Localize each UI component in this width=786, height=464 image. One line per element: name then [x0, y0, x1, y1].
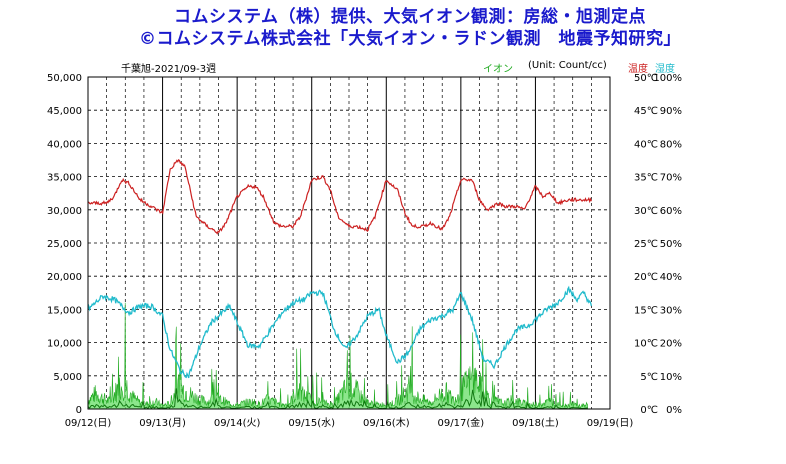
- unit-label: (Unit: Count/cc): [528, 60, 607, 71]
- y-right-humid-tick-label: 20%: [660, 339, 682, 350]
- y-right-temp-tick-label: 30℃: [634, 206, 658, 217]
- x-tick-label: 09/15(水): [288, 417, 335, 429]
- chart-title-line1: コムシステム（株）提供、大気イオン観測：房総・旭測定点: [174, 7, 646, 27]
- y-right-temp-tick-label: 15℃: [634, 305, 658, 316]
- y-right-humid-tick-label: 90%: [660, 106, 682, 117]
- temp-series-label: 温度: [628, 64, 648, 75]
- y-right-humid-tick-label: 50%: [660, 239, 682, 250]
- x-tick-label: 09/19(日): [587, 418, 634, 429]
- y-left-tick-label: 20,000: [47, 272, 82, 283]
- y-right-humid-tick-label: 40%: [660, 272, 682, 283]
- x-tick-label: 09/16(木): [363, 417, 410, 429]
- y-right-temp-tick-label: 10℃: [634, 339, 658, 350]
- ion-series-baseline: [87, 388, 588, 410]
- y-left-tick-label: 30,000: [47, 206, 82, 217]
- x-tick-label: 09/17(金): [438, 416, 485, 429]
- y-left-tick-label: 45,000: [47, 106, 82, 117]
- y-right-humid-tick-label: 100%: [653, 73, 682, 84]
- y-left-tick-label: 35,000: [47, 173, 82, 184]
- temperature-series-line: [87, 159, 592, 235]
- x-tick-label: 09/12(日): [65, 418, 112, 429]
- y-left-tick-label: 0: [76, 405, 82, 416]
- humid-series-label: 湿度: [655, 64, 675, 75]
- y-right-temp-tick-label: 35℃: [634, 173, 658, 184]
- chart-title-line2: ©コムシステム株式会社「大気イオン・ラドン観測 地震予知研究」: [139, 29, 681, 49]
- y-right-humid-tick-label: 80%: [660, 139, 682, 150]
- y-left-tick-label: 15,000: [47, 305, 82, 316]
- y-left-tick-label: 50,000: [47, 73, 82, 84]
- y-right-humid-tick-label: 30%: [660, 305, 682, 316]
- y-right-humid-tick-label: 70%: [660, 173, 682, 184]
- y-right-humid-tick-label: 10%: [660, 372, 682, 383]
- y-right-temp-tick-label: 45℃: [634, 106, 658, 117]
- ion-series-label: イオン: [483, 64, 513, 75]
- y-left-tick-label: 5,000: [53, 372, 82, 383]
- y-right-humid-tick-label: 0%: [666, 405, 682, 416]
- x-tick-label: 09/18(土): [512, 416, 559, 429]
- ion-series-area: [87, 302, 588, 410]
- station-label: 千葉旭-2021/09-3週: [121, 64, 217, 75]
- y-left-tick-label: 10,000: [47, 339, 82, 350]
- y-left-tick-label: 25,000: [47, 239, 82, 250]
- plot-border: [87, 76, 611, 410]
- y-right-temp-tick-label: 20℃: [634, 272, 658, 283]
- y-right-temp-tick-label: 40℃: [634, 139, 658, 150]
- y-right-temp-tick-label: 5℃: [640, 372, 658, 383]
- y-right-temp-tick-label: 50℃: [634, 73, 658, 84]
- y-left-tick-label: 40,000: [47, 139, 82, 150]
- humidity-series-line: [87, 285, 593, 379]
- y-right-temp-tick-label: 0℃: [640, 405, 658, 416]
- y-right-humid-tick-label: 60%: [660, 206, 682, 217]
- x-tick-label: 09/13(月): [139, 417, 186, 429]
- y-right-temp-tick-label: 25℃: [634, 239, 658, 250]
- x-tick-label: 09/14(火): [214, 417, 261, 429]
